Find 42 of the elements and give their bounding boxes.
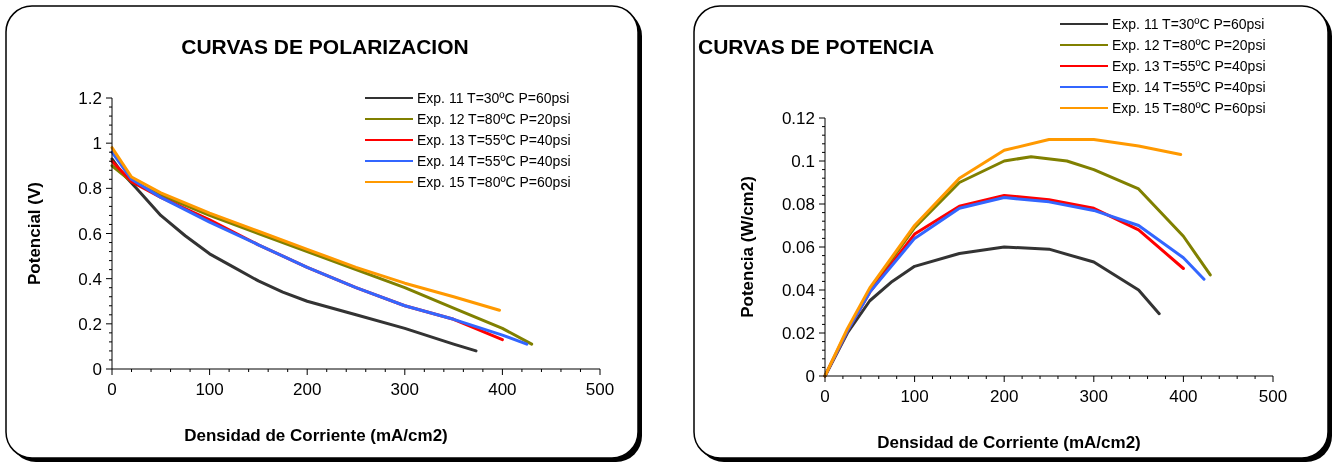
y-axis-title: Potencia (W/cm2) (738, 176, 757, 318)
y-tick-label: 0.06 (781, 238, 815, 257)
x-tick-label: 100 (900, 387, 929, 406)
chart-title: CURVAS DE POLARIZACION (181, 35, 469, 58)
x-tick-label: 500 (1258, 387, 1288, 406)
legend-label: Exp. 11 T=30ºC P=60psi (1112, 16, 1265, 32)
x-tick-label: 100 (195, 380, 224, 399)
y-tick-label: 0.02 (781, 324, 815, 343)
x-tick-label: 0 (107, 380, 117, 399)
legend-label: Exp. 15 T=80ºC P=60psi (417, 174, 571, 190)
legend-label: Exp. 14 T=55ºC P=40psi (1112, 79, 1266, 95)
y-tick-label: 1 (92, 134, 102, 154)
x-tick-label: 400 (1169, 387, 1198, 406)
y-tick-label: 0.04 (781, 281, 815, 300)
y-tick-label: 0.12 (781, 109, 815, 128)
legend-label: Exp. 15 T=80ºC P=60psi (1112, 100, 1266, 116)
y-tick-label: 0 (805, 367, 815, 386)
y-tick-label: 0.08 (781, 195, 815, 214)
y-tick-label: 0.2 (78, 314, 102, 334)
y-tick-label: 0 (92, 360, 102, 379)
legend-label: Exp. 12 T=80ºC P=20psi (1112, 37, 1266, 53)
x-tick-label: 500 (585, 380, 615, 399)
x-axis-title: Densidad de Corriente (mA/cm2) (184, 426, 448, 445)
legend-label: Exp. 12 T=80ºC P=20psi (417, 111, 571, 127)
legend-label: Exp. 11 T=30ºC P=60psi (417, 90, 570, 106)
chart-title: CURVAS DE POTENCIA (698, 35, 935, 58)
x-tick-label: 200 (990, 387, 1019, 406)
x-axis-title: Densidad de Corriente (mA/cm2) (877, 433, 1141, 452)
y-tick-label: 1.2 (78, 89, 102, 108)
x-tick-label: 300 (390, 380, 419, 399)
x-tick-label: 300 (1079, 387, 1108, 406)
legend-label: Exp. 14 T=55ºC P=40psi (417, 153, 571, 169)
x-tick-label: 200 (293, 380, 322, 399)
x-tick-label: 0 (820, 387, 830, 406)
y-tick-label: 0.1 (791, 152, 815, 171)
x-tick-label: 400 (488, 380, 517, 399)
legend-label: Exp. 13 T=55ºC P=40psi (1112, 58, 1266, 74)
y-tick-label: 0.8 (78, 179, 102, 199)
y-tick-label: 0.6 (78, 224, 102, 244)
legend-label: Exp. 13 T=55ºC P=40psi (417, 132, 571, 148)
y-tick-label: 0.4 (78, 269, 102, 289)
y-axis-title: Potencial (V) (25, 182, 44, 285)
